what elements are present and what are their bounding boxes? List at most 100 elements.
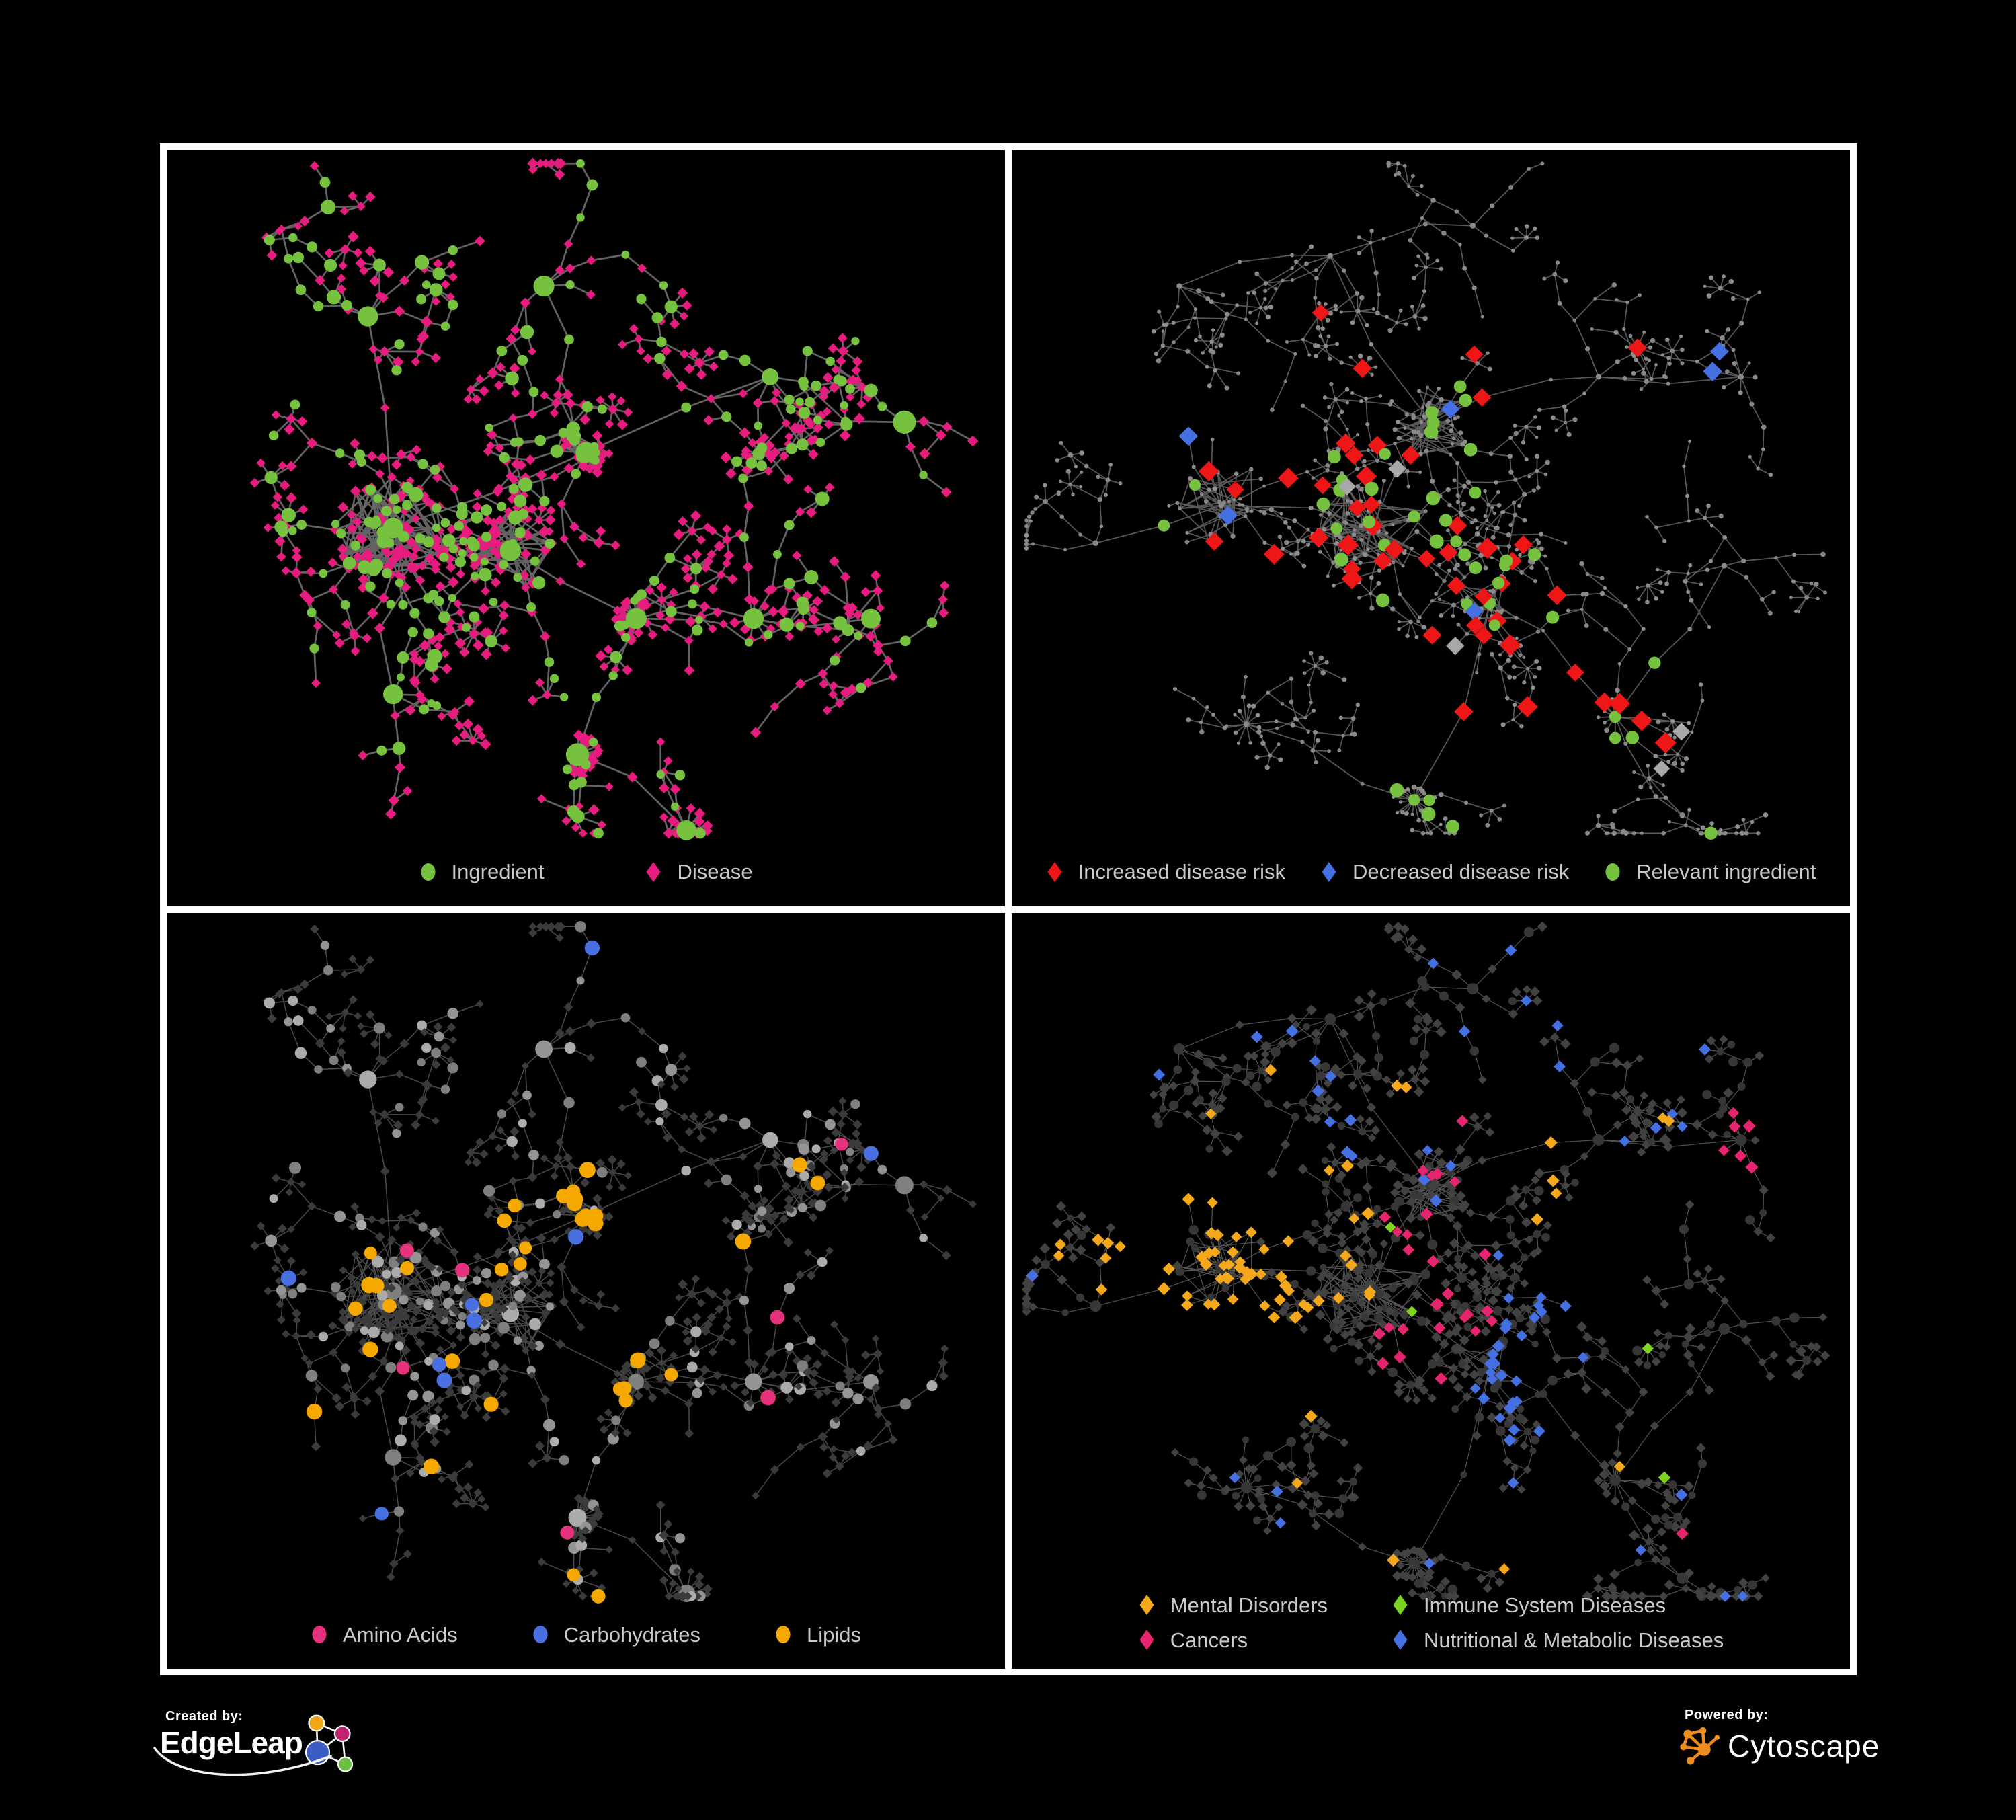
graph-node bbox=[1262, 510, 1267, 516]
graph-node bbox=[352, 552, 362, 561]
graph-node bbox=[469, 628, 479, 639]
graph-node bbox=[658, 783, 670, 794]
graph-node bbox=[1482, 1287, 1492, 1296]
graph-node bbox=[1544, 1136, 1558, 1149]
graph-node bbox=[1277, 534, 1283, 539]
graph-node bbox=[1621, 1502, 1630, 1511]
graph-node bbox=[590, 1519, 599, 1528]
graph-node bbox=[1653, 794, 1658, 799]
graph-node bbox=[1271, 1479, 1281, 1489]
graph-node bbox=[1332, 1292, 1345, 1304]
graph-node bbox=[398, 530, 409, 543]
graph-node bbox=[537, 1557, 546, 1566]
graph-node bbox=[256, 458, 266, 468]
graph-node bbox=[1405, 998, 1416, 1008]
graph-node bbox=[1233, 713, 1237, 717]
graph-node bbox=[527, 695, 538, 706]
graph-node bbox=[511, 1089, 520, 1097]
graph-node bbox=[1510, 1191, 1522, 1201]
graph-node bbox=[1410, 546, 1414, 551]
graph-node bbox=[1313, 729, 1318, 735]
graph-node bbox=[1416, 430, 1421, 435]
graph-node bbox=[721, 1216, 730, 1224]
graph-node bbox=[813, 422, 823, 432]
graph-node bbox=[1374, 1341, 1383, 1351]
graph-node bbox=[1480, 315, 1484, 319]
graph-node bbox=[1057, 1274, 1067, 1285]
graph-node bbox=[1366, 547, 1370, 551]
ingredient-disease-network-svg bbox=[249, 157, 979, 840]
graph-node bbox=[1325, 468, 1330, 473]
graph-node bbox=[604, 448, 614, 459]
graph-node bbox=[1406, 484, 1411, 489]
graph-node bbox=[1404, 944, 1414, 954]
graph-node bbox=[784, 394, 795, 405]
graph-node bbox=[267, 1013, 277, 1023]
graph-node bbox=[1422, 221, 1428, 227]
graph-node bbox=[495, 565, 506, 576]
graph-node bbox=[702, 820, 713, 832]
graph-node bbox=[1488, 619, 1500, 631]
graph-node bbox=[1662, 1097, 1672, 1107]
graph-node bbox=[784, 1394, 794, 1404]
graph-node bbox=[1420, 184, 1424, 188]
graph-node bbox=[1024, 542, 1029, 547]
graph-node bbox=[1259, 1300, 1271, 1311]
graph-node bbox=[1473, 518, 1478, 523]
graph-node bbox=[1254, 1485, 1264, 1495]
graph-node bbox=[1503, 1292, 1515, 1304]
graph-node bbox=[421, 496, 432, 506]
graph-node bbox=[528, 346, 537, 356]
graph-node bbox=[409, 649, 419, 659]
graph-node bbox=[420, 1027, 429, 1036]
graph-node bbox=[576, 559, 586, 569]
graph-node bbox=[1154, 352, 1159, 356]
graph-node bbox=[495, 515, 506, 525]
legend-label: Disease bbox=[677, 860, 753, 883]
graph-node bbox=[1310, 1423, 1320, 1433]
graph-node bbox=[1080, 470, 1084, 474]
graph-node bbox=[1478, 553, 1484, 558]
graph-node bbox=[1251, 703, 1256, 709]
graph-node bbox=[523, 1277, 532, 1286]
graph-node bbox=[1629, 1112, 1638, 1121]
graph-node bbox=[1530, 1435, 1539, 1444]
graph-node bbox=[815, 438, 825, 447]
graph-node bbox=[1695, 1591, 1705, 1601]
graph-node bbox=[1631, 370, 1636, 376]
graph-node bbox=[738, 473, 748, 483]
graph-node bbox=[1350, 320, 1355, 325]
graph-node bbox=[1271, 1485, 1283, 1497]
graph-node bbox=[1184, 1085, 1193, 1095]
graph-node bbox=[645, 1349, 655, 1358]
graph-node bbox=[681, 1165, 691, 1175]
graph-node bbox=[1689, 598, 1694, 603]
graph-node bbox=[292, 1015, 304, 1026]
graph-node bbox=[730, 1380, 739, 1390]
graph-node bbox=[1406, 1380, 1415, 1389]
graph-node bbox=[675, 1293, 683, 1302]
graph-node bbox=[373, 493, 382, 504]
graph-node bbox=[567, 1568, 580, 1581]
graph-node bbox=[563, 1002, 573, 1012]
graph-node bbox=[491, 1340, 501, 1350]
graph-node bbox=[645, 586, 655, 596]
graph-node bbox=[1705, 1591, 1716, 1601]
graph-node bbox=[1357, 596, 1361, 600]
graph-node bbox=[745, 638, 754, 647]
graph-node bbox=[1295, 718, 1299, 722]
graph-node bbox=[424, 1458, 440, 1474]
graph-edges bbox=[1026, 163, 1826, 834]
graph-node bbox=[348, 1287, 356, 1296]
graph-node bbox=[1599, 1460, 1610, 1471]
graph-node bbox=[395, 448, 407, 460]
graph-node bbox=[634, 334, 643, 344]
diamond-marker-glyph bbox=[1139, 1630, 1154, 1650]
graph-node bbox=[359, 266, 369, 276]
graph-node bbox=[1357, 1056, 1367, 1066]
graph-node bbox=[364, 245, 376, 258]
graph-node bbox=[1370, 372, 1374, 377]
graph-node bbox=[520, 297, 531, 309]
graph-node bbox=[723, 550, 735, 561]
graph-node bbox=[1337, 413, 1341, 418]
